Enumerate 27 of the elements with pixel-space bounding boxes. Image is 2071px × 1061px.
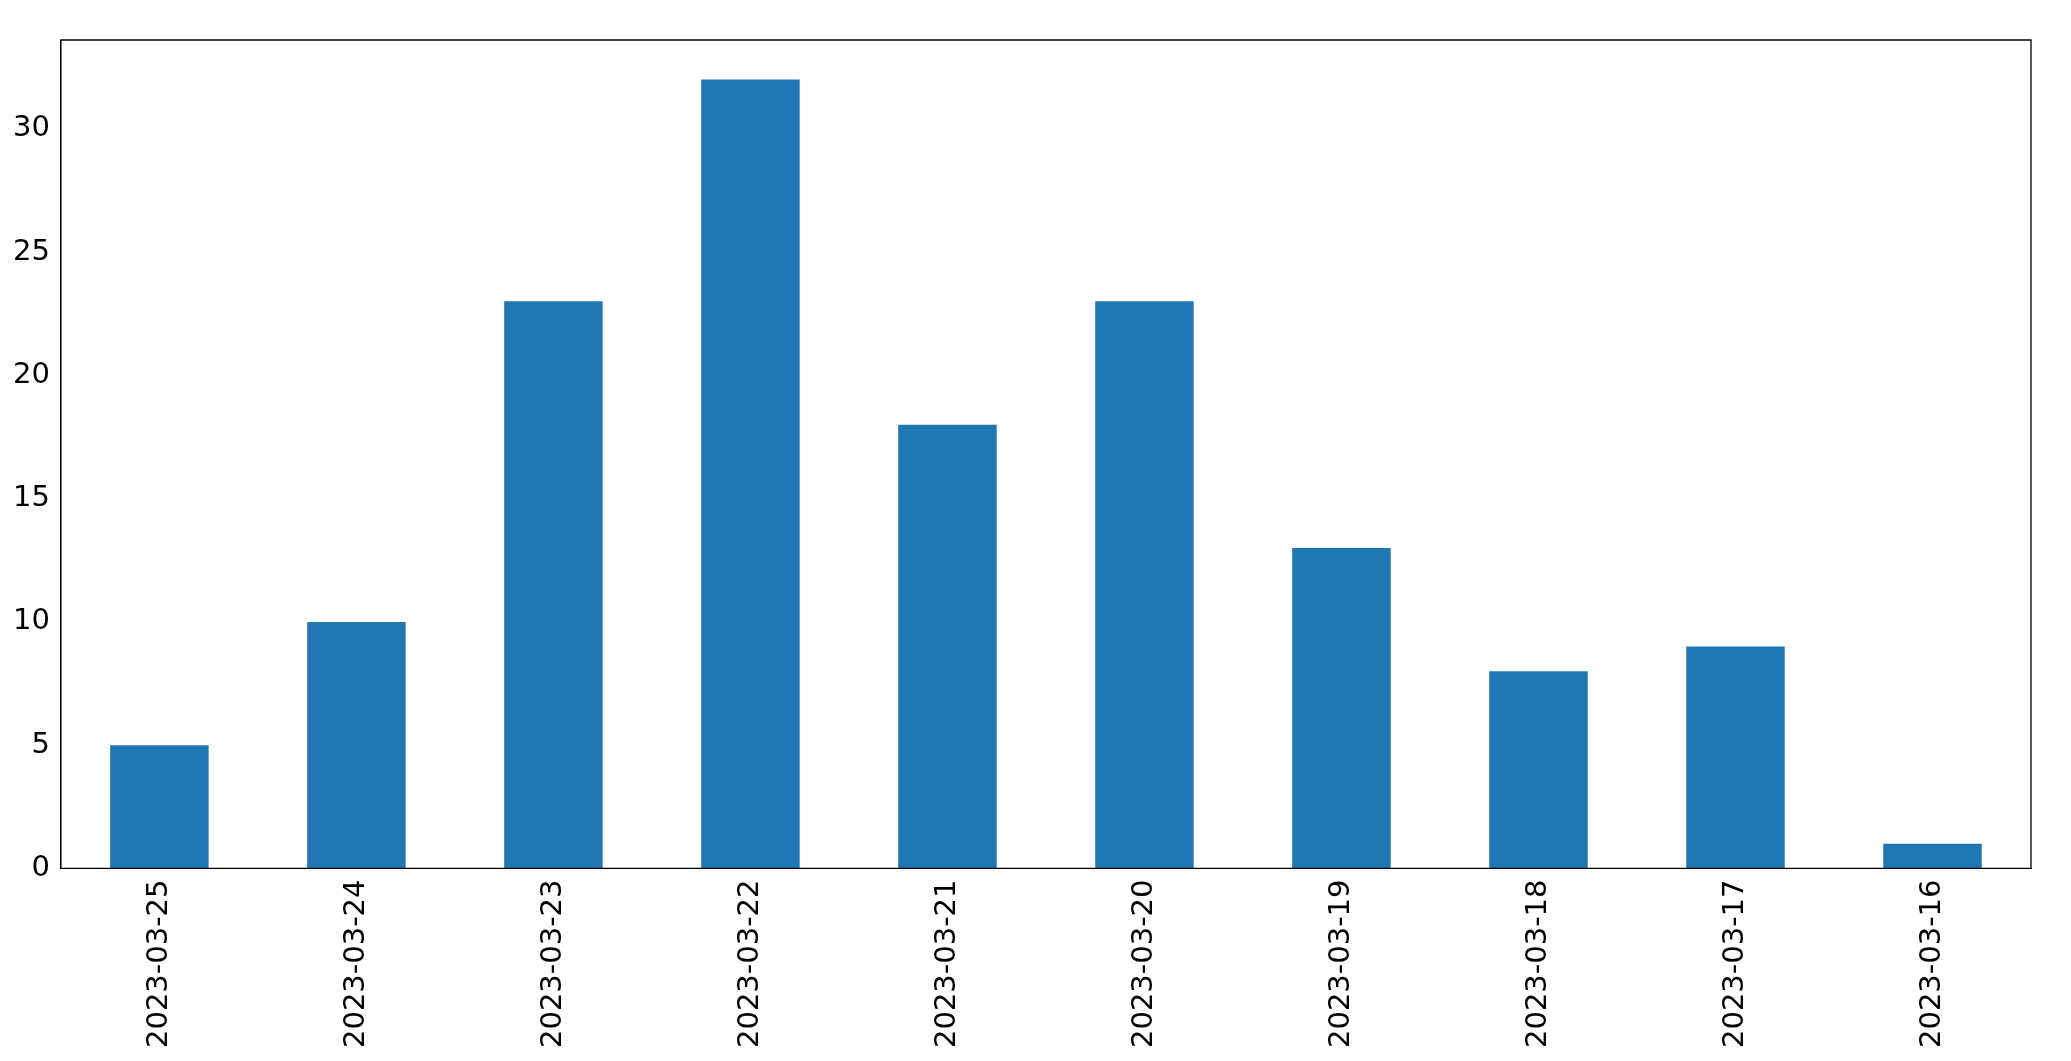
bar xyxy=(1686,646,1785,869)
x-tick-label: 2023-03-21 xyxy=(927,879,962,1049)
bar xyxy=(701,79,800,869)
bar xyxy=(1883,843,1982,869)
bar xyxy=(307,621,406,869)
y-tick-label: 5 xyxy=(31,725,50,760)
x-tick-label: 2023-03-20 xyxy=(1124,879,1159,1049)
x-tick-label: 2023-03-18 xyxy=(1519,879,1554,1049)
y-tick-label: 0 xyxy=(31,849,50,883)
bar xyxy=(504,301,603,869)
x-tick-label: 2023-03-22 xyxy=(730,879,765,1049)
y-tick-label: 20 xyxy=(13,355,50,390)
x-tick-label: 2023-03-19 xyxy=(1322,879,1356,1049)
x-tick-label: 2023-03-17 xyxy=(1716,879,1751,1049)
y-tick-label: 25 xyxy=(13,232,50,267)
y-tick-label: 15 xyxy=(13,479,50,514)
x-tick-label: 2023-03-25 xyxy=(139,879,174,1049)
bar xyxy=(1292,547,1391,869)
y-tick-label: 10 xyxy=(13,602,50,637)
bar xyxy=(110,745,209,869)
x-tick-label: 2023-03-24 xyxy=(336,879,371,1049)
bar xyxy=(1489,671,1588,869)
bar xyxy=(898,424,997,869)
bar xyxy=(1095,301,1194,869)
x-tick-label: 2023-03-16 xyxy=(1913,879,1948,1049)
y-tick-label: 30 xyxy=(13,109,50,144)
x-tick-label: 2023-03-23 xyxy=(533,879,568,1049)
